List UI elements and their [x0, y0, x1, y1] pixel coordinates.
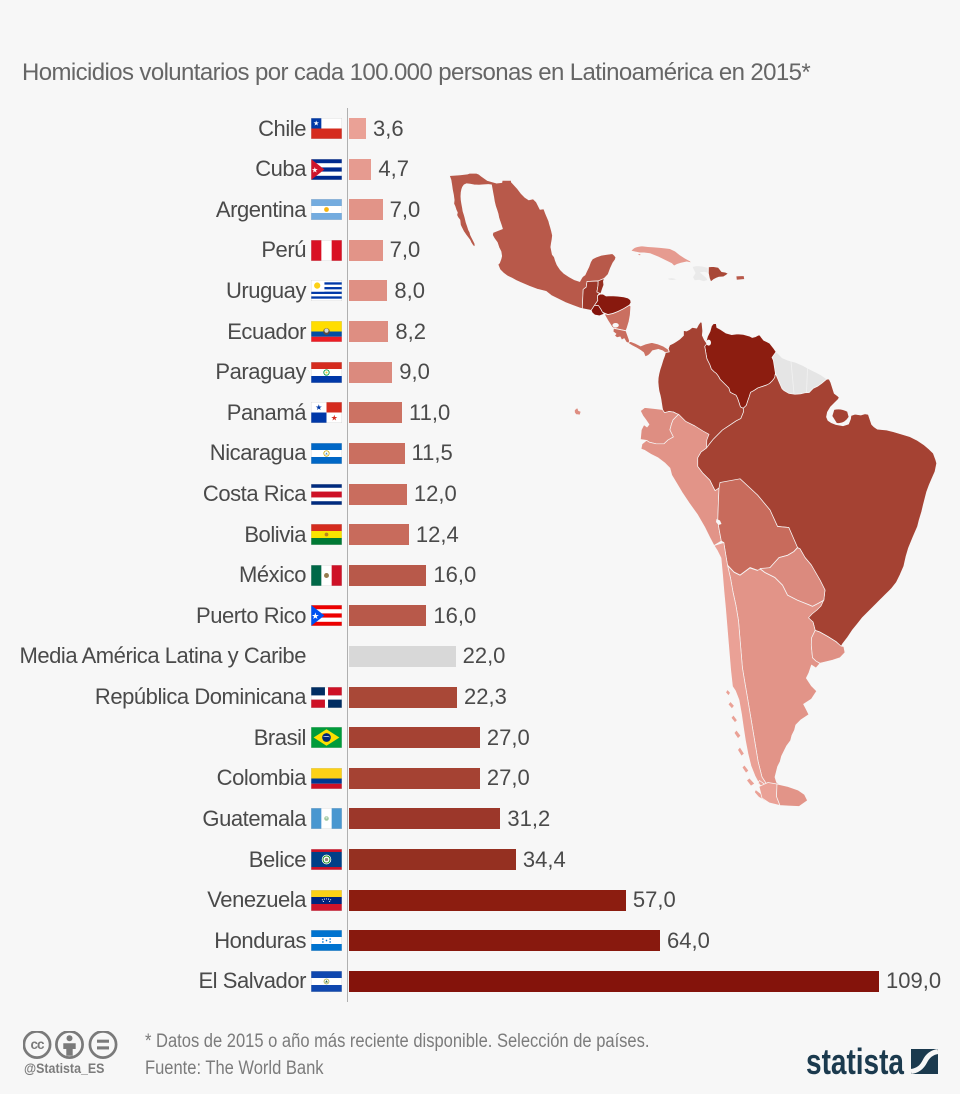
svg-text:★: ★	[315, 403, 322, 412]
svg-text:★: ★	[313, 120, 319, 128]
svg-text:★: ★	[311, 611, 319, 621]
svg-text:★: ★	[311, 165, 317, 174]
svg-text:★: ★	[331, 414, 338, 423]
svg-text:statista: statista	[806, 1041, 905, 1081]
svg-text:cc: cc	[30, 1037, 45, 1052]
